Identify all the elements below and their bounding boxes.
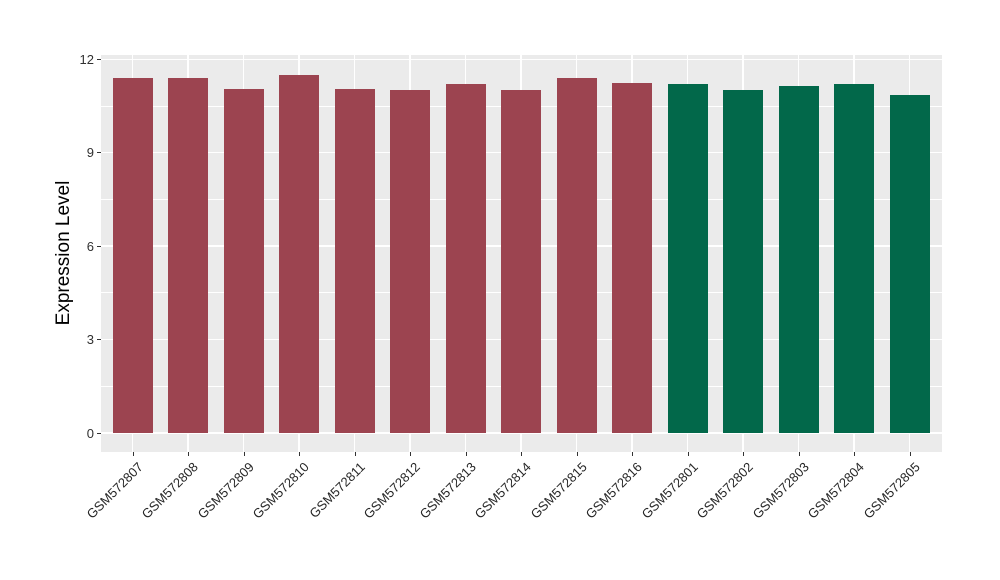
x-tick-mark [354,452,356,456]
x-tick-mark [632,452,634,456]
x-tick-mark [521,452,523,456]
bar-GSM572810 [279,74,320,433]
x-tick-label-GSM572812: GSM572812 [360,459,424,522]
x-tick-label-GSM572809: GSM572809 [194,459,257,522]
y-tick-mark [97,245,101,247]
bar-GSM572816 [612,82,653,433]
bar-GSM572804 [834,84,875,433]
bar-GSM572805 [889,94,930,433]
x-tick-mark [687,452,689,456]
bar-GSM572808 [168,78,209,433]
x-tick-label-GSM572816: GSM572816 [582,459,646,522]
x-tick-label-GSM572801: GSM572801 [638,459,701,522]
x-tick-mark [743,452,745,456]
x-tick-label-GSM572803: GSM572803 [749,459,812,522]
x-tick-mark [909,452,911,456]
x-tick-label-GSM572804: GSM572804 [804,459,868,522]
x-tick-mark [854,452,856,456]
x-tick-mark [188,452,190,456]
y-tick-mark [97,58,101,60]
bar-GSM572802 [723,90,764,433]
bar-GSM572813 [445,84,486,433]
y-axis-title: Expression Level [53,180,74,326]
x-tick-label-GSM572815: GSM572815 [527,459,590,522]
bar-GSM572815 [556,78,597,433]
x-tick-label-GSM572811: GSM572811 [306,459,368,521]
y-tick-label-0: 0 [86,425,94,441]
bar-GSM572811 [334,88,375,433]
x-tick-label-GSM572807: GSM572807 [83,459,146,522]
plot-panel [101,55,942,452]
y-tick-mark [97,432,101,434]
y-tick-mark [97,339,101,341]
x-tick-mark [243,452,245,456]
y-tick-label-12: 12 [79,51,94,67]
x-tick-mark [576,452,578,456]
x-tick-mark [798,452,800,456]
x-tick-label-GSM572814: GSM572814 [471,459,535,522]
x-tick-label-GSM572810: GSM572810 [249,459,313,522]
x-tick-mark [410,452,412,456]
x-tick-mark [299,452,301,456]
x-tick-label-GSM572805: GSM572805 [860,459,923,522]
x-tick-label-GSM572808: GSM572808 [138,459,202,522]
y-tick-label-3: 3 [86,332,94,348]
x-tick-label-GSM572813: GSM572813 [416,459,479,522]
bar-GSM572812 [390,89,431,433]
bar-GSM572809 [223,88,264,433]
y-tick-mark [97,152,101,154]
bar-GSM572814 [501,89,542,433]
x-tick-label-GSM572802: GSM572802 [693,459,757,522]
y-tick-label-6: 6 [86,238,94,254]
bar-GSM572807 [112,78,153,433]
bar-GSM572801 [667,83,708,433]
x-tick-mark [132,452,134,456]
x-tick-mark [465,452,467,456]
y-tick-label-9: 9 [86,145,94,161]
bar-GSM572803 [778,85,819,433]
